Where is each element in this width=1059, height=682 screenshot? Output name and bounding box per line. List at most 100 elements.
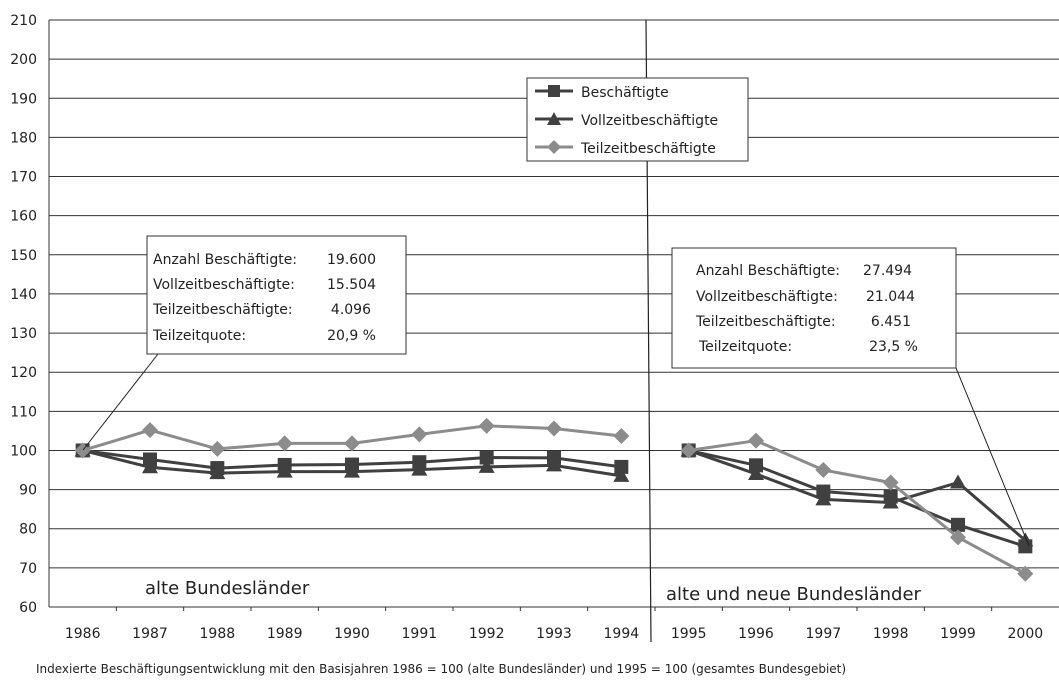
x-tick-label: 1989 xyxy=(267,626,303,642)
y-tick-label: 200 xyxy=(10,52,37,68)
x-tick-label: 1994 xyxy=(604,626,640,642)
data-point xyxy=(680,442,697,459)
data-point xyxy=(748,432,764,449)
x-tick-label: 1992 xyxy=(469,626,505,642)
data-point xyxy=(277,457,292,472)
series-line-1-1 xyxy=(688,449,1027,542)
info-alte-value-1: 15.504 xyxy=(327,277,376,293)
data-point xyxy=(614,459,629,474)
data-point xyxy=(1018,539,1033,554)
series-1 xyxy=(74,442,1034,547)
data-point xyxy=(209,440,226,457)
y-tick-label: 120 xyxy=(10,365,37,381)
info-gesamt-label-2: Teilzeitbeschäftigte: xyxy=(695,314,836,330)
data-point xyxy=(276,435,293,452)
data-point xyxy=(479,450,494,465)
info-alte-value-3: 20,9 % xyxy=(327,328,376,344)
y-tick-label: 210 xyxy=(10,13,37,29)
info-box-gesamt: Anzahl Beschäftigte: 27.494 Vollzeitbesc… xyxy=(671,247,1030,547)
x-tick-label: 1996 xyxy=(738,626,774,642)
region-label-alte: alte Bundesländer xyxy=(145,578,310,599)
data-point xyxy=(478,417,495,434)
info-gesamt-value-1: 21.044 xyxy=(866,289,915,305)
data-point xyxy=(344,435,360,452)
data-point xyxy=(412,455,427,470)
triangle-marker-icon xyxy=(547,112,561,125)
info-box-alte-frame xyxy=(146,235,407,355)
legend-label-beschaeftigte: Beschäftigte xyxy=(581,85,669,101)
data-point xyxy=(1017,565,1034,582)
data-point xyxy=(950,529,966,546)
x-tick-label: 1988 xyxy=(200,626,236,642)
legend-item-beschaeftigte: Beschäftigte xyxy=(535,85,669,101)
data-point xyxy=(143,452,157,467)
y-tick-label: 100 xyxy=(10,443,37,459)
data-point xyxy=(613,467,630,482)
y-tick-label: 90 xyxy=(19,483,37,499)
x-tick-label: 1995 xyxy=(671,626,707,642)
legend: Beschäftigte Vollzeitbeschäftigte Teilze… xyxy=(526,77,749,162)
data-point xyxy=(950,474,966,489)
y-tick-label: 80 xyxy=(19,522,37,538)
info-gesamt-value-3: 23,5 % xyxy=(869,339,918,355)
x-tick-label: 2000 xyxy=(1008,626,1044,642)
info-gesamt-label-1: Vollzeitbeschäftigte: xyxy=(696,289,838,305)
data-point xyxy=(142,422,158,439)
series-2 xyxy=(74,417,1034,582)
series-line-2-1 xyxy=(688,439,1027,576)
data-point xyxy=(210,461,225,476)
x-tick-label: 1993 xyxy=(536,626,572,642)
y-tick-label: 70 xyxy=(19,561,37,577)
x-tick-label: 1987 xyxy=(132,626,168,642)
info-gesamt-label-0: Anzahl Beschäftigte: xyxy=(696,263,840,279)
info-gesamt-label-3: Teilzeitquote: xyxy=(698,339,792,355)
info-box-gesamt-pointer xyxy=(955,367,1030,547)
data-point xyxy=(748,465,764,480)
data-point xyxy=(345,457,359,472)
y-tick-label: 140 xyxy=(10,287,37,303)
data-point xyxy=(74,442,91,459)
data-point xyxy=(411,426,428,443)
region-label-alte-neue: alte und neue Bundesländer xyxy=(666,584,922,605)
info-alte-label-0: Anzahl Beschäftigte: xyxy=(153,252,297,268)
series-line-0-1 xyxy=(688,449,1026,548)
chart-caption: Indexierte Beschäftigungsentwicklung mit… xyxy=(36,662,846,676)
diamond-marker-icon xyxy=(547,140,561,154)
info-gesamt-value-2: 6.451 xyxy=(871,314,911,330)
data-point xyxy=(883,489,898,504)
y-tick-label: 190 xyxy=(10,91,37,107)
y-tick-label: 110 xyxy=(10,404,37,420)
y-tick-label: 180 xyxy=(10,130,37,146)
legend-item-vollzeit: Vollzeitbeschäftigte xyxy=(535,112,718,129)
legend-item-teilzeit: Teilzeitbeschäftigte xyxy=(535,140,716,157)
y-tick-label: 130 xyxy=(10,326,37,342)
series-layer xyxy=(74,417,1034,582)
x-tick-label: 1990 xyxy=(334,626,370,642)
info-alte-label-3: Teilzeitquote: xyxy=(152,328,246,344)
square-marker-icon xyxy=(548,85,560,97)
legend-label-vollzeit: Vollzeitbeschäftigte xyxy=(581,113,718,129)
x-tick-label: 1991 xyxy=(402,626,438,642)
info-alte-value-2: 4.096 xyxy=(331,302,371,318)
info-alte-label-1: Vollzeitbeschäftigte: xyxy=(153,277,295,293)
y-tick-label: 170 xyxy=(10,170,37,186)
data-point xyxy=(882,474,899,491)
info-alte-value-0: 19.600 xyxy=(327,252,376,268)
x-tick-label: 1998 xyxy=(873,626,909,642)
data-point xyxy=(478,458,495,473)
info-box-alte: Anzahl Beschäftigte: 19.600 Vollzeitbesc… xyxy=(82,235,407,451)
legend-label-teilzeit: Teilzeitbeschäftigte xyxy=(580,141,716,157)
series-0 xyxy=(75,443,1033,554)
data-point xyxy=(546,420,562,437)
x-tick-label: 1999 xyxy=(940,626,976,642)
x-tick-label: 1986 xyxy=(65,626,101,642)
data-point xyxy=(547,450,561,465)
y-tick-label: 160 xyxy=(10,209,37,225)
data-point xyxy=(815,462,832,479)
y-tick-label: 60 xyxy=(19,600,37,616)
info-box-gesamt-frame xyxy=(671,247,957,369)
info-alte-label-2: Teilzeitbeschäftigte: xyxy=(152,302,293,318)
data-point xyxy=(749,458,763,473)
info-box-alte-pointer xyxy=(82,353,159,451)
